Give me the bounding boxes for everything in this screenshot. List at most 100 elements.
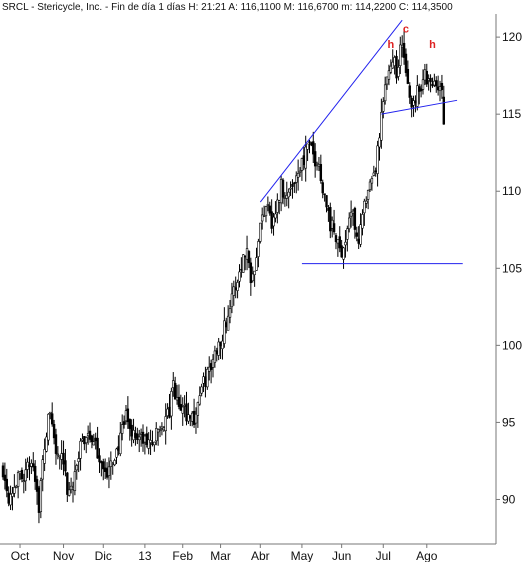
candle-body [209,363,213,370]
candle-body [173,382,177,400]
candle [264,205,268,223]
candle [149,429,152,456]
candle-body [221,340,224,350]
candle-body [295,175,298,183]
candle [113,458,116,467]
candle [435,76,438,93]
candle-body [431,83,434,87]
candle-body [47,413,50,441]
candle-body [45,436,48,452]
candle-body [24,469,27,482]
candle [312,131,315,164]
candle [177,384,181,410]
candle-body [317,164,321,167]
candle-body [103,467,107,472]
candle-body [15,485,18,488]
candle [196,401,200,428]
candle-body [395,55,398,79]
candle [15,484,18,489]
candle [355,226,358,242]
candle-body [240,268,243,271]
candle-body [404,53,408,73]
candle-body [429,77,432,83]
candle [79,438,82,471]
candle-body [291,184,294,187]
candle [52,419,56,445]
candle [291,179,294,199]
candle [251,266,254,283]
candle [43,438,46,472]
candle [96,426,99,459]
candle-body [111,463,114,465]
candle-body [98,455,101,463]
candle-body [126,408,130,423]
y-tick-label: 115 [502,107,521,121]
candle [230,282,234,314]
candle [359,213,362,248]
candle [429,74,432,93]
candle-body [151,442,154,446]
candle [164,403,167,445]
candle [47,413,50,446]
candle [181,397,184,426]
candle-body [156,429,160,433]
candle-body [56,453,60,456]
candle [35,475,39,505]
candle-body [22,480,26,482]
candle-body [293,182,296,185]
candle-body [208,366,211,372]
candle-body [385,76,389,85]
candle-body [370,178,374,184]
candle [9,485,12,511]
candle [416,75,419,111]
candle-body [300,158,304,171]
candle-body [7,492,10,504]
candle [378,133,381,161]
candle-body [285,195,288,199]
candle-body [296,173,300,178]
candle [213,345,217,368]
candle-body [124,410,128,422]
candle [372,165,376,177]
candle [274,201,277,223]
candle [22,473,26,494]
candle-body [374,170,377,173]
candle-body [278,200,281,203]
candle [334,233,338,250]
candle [147,432,150,455]
candle-body [387,70,391,80]
candle-body [155,428,158,442]
pattern-label: h [429,39,436,51]
candle [66,471,69,502]
candle [3,462,7,490]
candle-body [90,435,94,443]
candle [406,60,410,85]
y-tick-label: 95 [502,415,516,429]
candle-body [313,151,317,167]
y-tick-label: 110 [502,184,521,198]
candle [145,426,148,448]
candle-body [442,96,446,125]
candle-body [141,431,145,444]
candle-body [41,459,44,480]
y-tick-label: 100 [502,338,522,352]
candle [376,140,379,187]
candle [1,462,5,480]
candle [440,74,444,99]
candle-body [190,412,194,422]
candle [276,193,279,224]
candle [253,270,256,287]
candle-body [365,200,368,204]
candle-body [440,83,444,91]
candle-body [287,191,290,198]
candle [85,436,88,454]
chart-title: SRCL - Stericycle, Inc. - Fin de día 1 d… [2,2,453,13]
candle [120,414,124,441]
candle-body [62,452,65,465]
candle-body [257,241,260,257]
candle-body [402,42,406,58]
candle [404,48,408,77]
candle-body [9,494,12,506]
candle-body [372,172,376,176]
